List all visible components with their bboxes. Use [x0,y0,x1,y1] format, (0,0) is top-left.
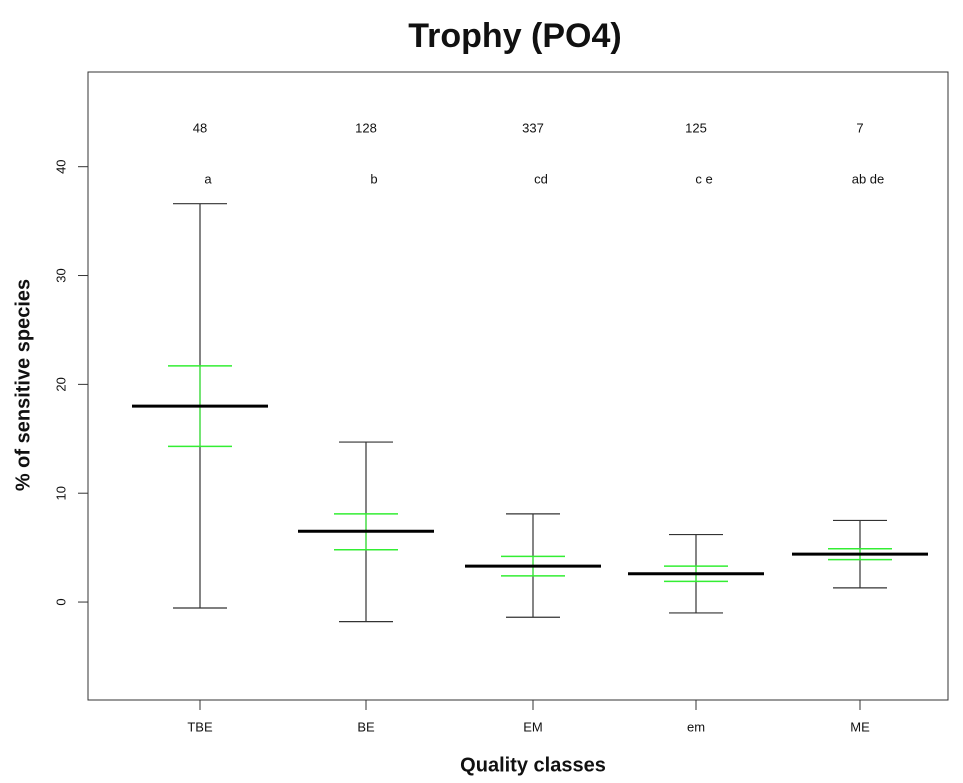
plot-frame [87,71,949,701]
x-tick-label: TBE [187,719,213,734]
y-tick-label: 20 [53,377,68,391]
count-label: 128 [355,120,377,135]
group-label: b [370,171,377,186]
x-axis-label: Quality classes [460,754,606,776]
group-label: c e [695,171,712,186]
y-tick-label: 30 [53,268,68,282]
count-label: 48 [193,120,207,135]
x-tick-label: EM [523,719,543,734]
x-tick-label: BE [357,719,375,734]
count-label: 125 [685,120,707,135]
count-label: 337 [522,120,544,135]
chart-title: Trophy (PO4) [408,17,621,55]
group-label: a [204,171,212,186]
group-label: cd [534,171,548,186]
y-tick-label: 40 [53,159,68,173]
y-tick-label: 0 [53,598,68,605]
y-axis-label: % of sensitive species [12,279,34,491]
x-tick-label: em [687,719,705,734]
y-tick-label: 10 [53,486,68,500]
group-label: ab de [852,171,885,186]
count-label: 7 [856,120,863,135]
x-tick-label: ME [850,719,870,734]
